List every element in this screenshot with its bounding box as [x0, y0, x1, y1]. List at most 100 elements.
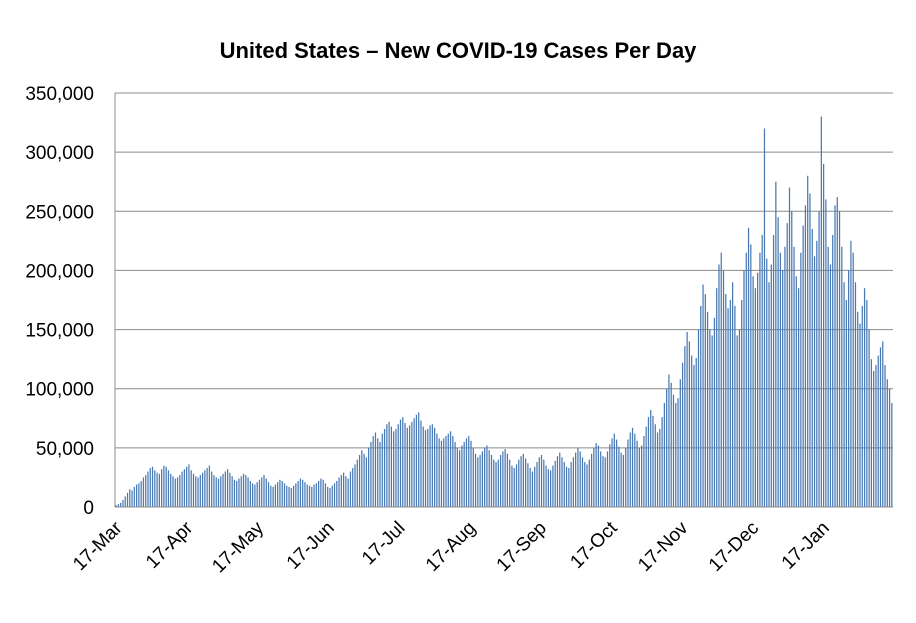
bar [363, 453, 365, 507]
bar [745, 252, 747, 507]
bar [484, 447, 486, 507]
bar [834, 205, 836, 507]
bar [741, 300, 743, 507]
bar [647, 417, 650, 507]
bar [381, 433, 383, 507]
y-tick-label: 250,000 [25, 202, 94, 223]
bar [433, 427, 436, 507]
bar [336, 480, 338, 507]
bar [176, 477, 179, 507]
bar [204, 470, 206, 507]
bar [520, 456, 522, 507]
y-tick-label: 150,000 [25, 321, 94, 342]
bar [147, 471, 149, 507]
y-tick-label: 100,000 [25, 380, 94, 401]
bar [670, 382, 672, 507]
bar [504, 449, 506, 507]
bar [213, 475, 215, 507]
bar [161, 469, 163, 507]
x-tick-label: 17-Apr [142, 517, 198, 573]
bar [206, 467, 208, 507]
bar [277, 482, 279, 507]
bar [559, 452, 561, 507]
bar [477, 457, 479, 507]
bar [652, 415, 654, 507]
bar [873, 370, 875, 507]
bar [524, 458, 527, 507]
bar [443, 438, 445, 507]
bar [668, 374, 670, 507]
bar [832, 234, 834, 507]
bar [190, 470, 192, 507]
bar [734, 305, 736, 507]
bar [527, 463, 529, 507]
bar [220, 476, 222, 507]
bar [586, 464, 588, 507]
bar [295, 483, 297, 507]
bar [663, 402, 665, 507]
bar [402, 417, 404, 507]
bar [317, 480, 320, 507]
bar [390, 426, 393, 507]
bar [459, 450, 461, 507]
bar [120, 502, 122, 507]
bar [722, 270, 725, 507]
bar [456, 447, 458, 507]
bar [613, 433, 615, 507]
bar [236, 480, 238, 507]
bar [229, 472, 231, 507]
bar [802, 225, 804, 508]
bar [775, 181, 777, 507]
bar [666, 388, 668, 507]
bar [868, 329, 870, 507]
x-axis-ticks: 17-Mar 17-Apr 17-May 17-Jun 17-Jul 17-Aug 17-S… [69, 517, 834, 577]
bar [340, 475, 342, 507]
y-tick-label: 350,000 [25, 84, 94, 105]
bar [322, 479, 324, 507]
bar [509, 459, 511, 507]
bar [383, 428, 386, 507]
bar [513, 467, 515, 507]
bar [345, 476, 347, 507]
bar [793, 246, 795, 507]
bar [738, 329, 741, 507]
bar [747, 227, 750, 507]
bar [820, 116, 822, 507]
bar [313, 484, 315, 507]
bar [766, 258, 768, 507]
bar [338, 477, 340, 507]
bar [561, 457, 563, 507]
bar [290, 488, 292, 507]
bar [679, 379, 681, 507]
bar [841, 246, 843, 507]
bar [254, 484, 256, 507]
bar [634, 433, 636, 507]
bar [258, 479, 261, 507]
bar [711, 335, 713, 507]
bar [540, 454, 543, 507]
bar [413, 418, 415, 507]
bar [718, 264, 720, 507]
bar [593, 447, 595, 507]
bar [857, 311, 859, 507]
bar [563, 462, 565, 507]
bar [684, 346, 686, 507]
bar [615, 439, 618, 507]
bar [686, 331, 688, 507]
bar [199, 475, 201, 507]
bar [256, 482, 258, 507]
x-tick-label: 17-Dec [705, 518, 763, 576]
bar [750, 244, 752, 507]
bar [763, 128, 766, 508]
bar [263, 475, 265, 507]
bar [270, 485, 272, 507]
bar [324, 483, 327, 507]
bar [499, 454, 502, 507]
bar [757, 272, 759, 507]
bar [743, 270, 745, 507]
bar [311, 486, 313, 507]
bar [349, 471, 352, 507]
bar [186, 466, 188, 507]
bar [550, 470, 552, 507]
bar [440, 440, 443, 507]
